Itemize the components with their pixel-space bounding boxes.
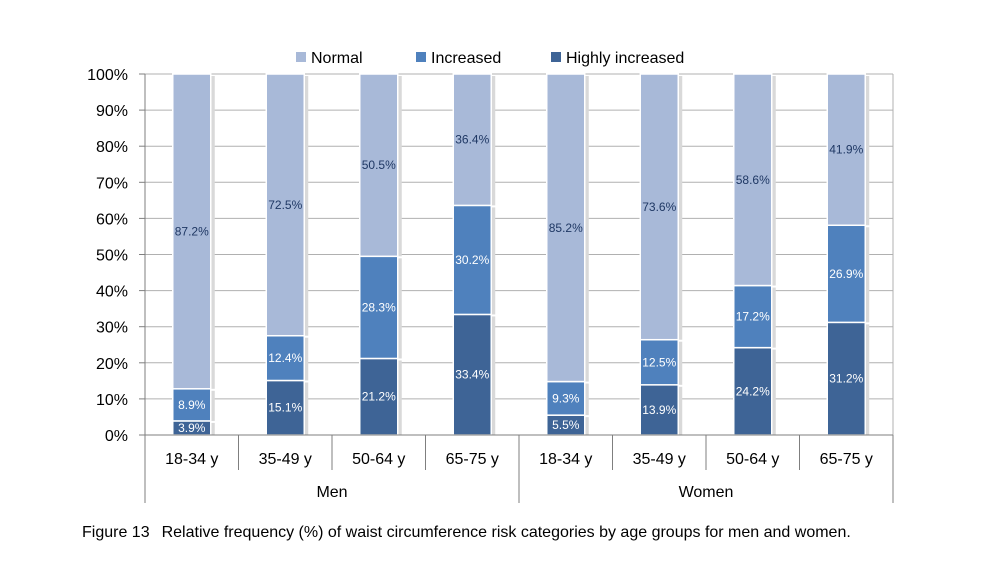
data-label: 26.9%	[829, 267, 863, 281]
bar-depth	[491, 316, 496, 435]
bar-segment-normal	[826, 73, 866, 227]
y-tick-label: 60%	[96, 211, 128, 228]
y-tick-label: 10%	[96, 392, 128, 409]
data-label: 8.9%	[178, 398, 206, 412]
y-tick-label: 20%	[96, 356, 128, 373]
bar-depth	[210, 390, 215, 421]
bar-depth	[771, 349, 776, 435]
y-tick-label: 90%	[96, 103, 128, 120]
figure-caption: Figure 13 Relative frequency (%) of waist…	[82, 524, 851, 542]
data-label: 72.5%	[268, 198, 302, 212]
bar-segment-highly-increased	[359, 357, 399, 436]
bar-depth	[678, 386, 683, 435]
y-tick-label: 50%	[96, 248, 128, 265]
bar-depth	[304, 337, 309, 381]
data-label: 12.5%	[642, 355, 676, 369]
legend-label-highly-increased: Highly increased	[566, 50, 684, 67]
bar-depth	[584, 383, 589, 416]
data-label: 17.2%	[736, 310, 770, 324]
bar-depth	[397, 258, 402, 359]
bar-segment-normal	[172, 73, 212, 390]
x-tick-label: 50-64 y	[352, 451, 405, 468]
data-label: 28.3%	[362, 300, 396, 314]
bar-depth	[865, 324, 870, 435]
bar-segment-increased	[733, 284, 773, 349]
legend-label-increased: Increased	[431, 50, 501, 67]
legend-label-normal: Normal	[311, 50, 363, 67]
data-label: 87.2%	[175, 224, 209, 238]
y-tick-label: 40%	[96, 284, 128, 301]
x-tick-label: 65-75 y	[820, 451, 873, 468]
data-label: 15.1%	[268, 401, 302, 415]
bar-segment-normal	[546, 73, 586, 383]
bar-depth	[304, 382, 309, 435]
bar-depth	[678, 341, 683, 385]
x-tick-label: 35-49 y	[633, 451, 686, 468]
bar-depth	[678, 76, 683, 340]
x-tick-label: 65-75 y	[446, 451, 499, 468]
bar-segment-increased	[265, 334, 305, 382]
group-label-men: Men	[316, 484, 347, 501]
data-label: 85.2%	[549, 221, 583, 235]
bar-segment-increased	[359, 255, 399, 360]
y-tick-label: 100%	[87, 67, 128, 84]
bar-depth	[304, 76, 309, 336]
y-tick-label: 30%	[96, 320, 128, 337]
bar-depth	[210, 76, 215, 389]
bar-segment-highly-increased	[452, 313, 492, 436]
bar-segment-normal	[639, 73, 679, 341]
legend-swatch-increased	[416, 52, 426, 62]
data-label: 30.2%	[455, 253, 489, 267]
data-label: 9.3%	[552, 391, 580, 405]
data-label: 50.5%	[362, 158, 396, 172]
data-label: 5.5%	[552, 418, 580, 432]
data-label: 33.4%	[455, 368, 489, 382]
bar-segment-increased	[452, 204, 492, 316]
data-label: 36.4%	[455, 133, 489, 147]
bar-depth	[491, 207, 496, 315]
data-label: 13.9%	[642, 403, 676, 417]
data-label: 21.2%	[362, 390, 396, 404]
bar-depth	[771, 287, 776, 348]
bar-depth	[865, 76, 870, 226]
figure-number: Figure 13	[82, 524, 150, 541]
y-tick-label: 70%	[96, 175, 128, 192]
legend-swatch-normal	[296, 52, 306, 62]
bar-segment-increased	[826, 224, 866, 324]
data-label: 3.9%	[178, 421, 206, 435]
data-label: 73.6%	[642, 200, 676, 214]
data-label: 58.6%	[736, 173, 770, 187]
bar-depth	[491, 76, 496, 206]
figure-caption-text: Relative frequency (%) of waist circumfe…	[161, 524, 851, 541]
bar-depth	[771, 76, 776, 286]
bar-segment-normal	[359, 73, 399, 258]
y-tick-label: 80%	[96, 139, 128, 156]
bar-segment-normal	[265, 73, 305, 337]
x-tick-label: 50-64 y	[726, 451, 779, 468]
x-tick-label: 18-34 y	[165, 451, 218, 468]
bar-depth	[210, 422, 215, 435]
bar-depth	[397, 76, 402, 257]
bar-segment-normal	[733, 73, 773, 287]
bar-depth	[865, 227, 870, 323]
x-tick-label: 18-34 y	[539, 451, 592, 468]
bar-depth	[397, 360, 402, 435]
y-tick-label: 0%	[105, 428, 128, 445]
bar-segment-increased	[639, 338, 679, 386]
data-label: 31.2%	[829, 372, 863, 386]
bar-segment-normal	[452, 73, 492, 207]
data-label: 12.4%	[268, 351, 302, 365]
bar-depth	[584, 417, 589, 435]
bar-segment-increased	[172, 388, 212, 422]
group-label-women: Women	[679, 484, 734, 501]
data-label: 24.2%	[736, 384, 770, 398]
data-label: 41.9%	[829, 143, 863, 157]
bar-depth	[584, 76, 589, 382]
bar-segment-increased	[546, 380, 586, 416]
x-tick-label: 35-49 y	[259, 451, 312, 468]
legend-swatch-highly-increased	[551, 52, 561, 62]
